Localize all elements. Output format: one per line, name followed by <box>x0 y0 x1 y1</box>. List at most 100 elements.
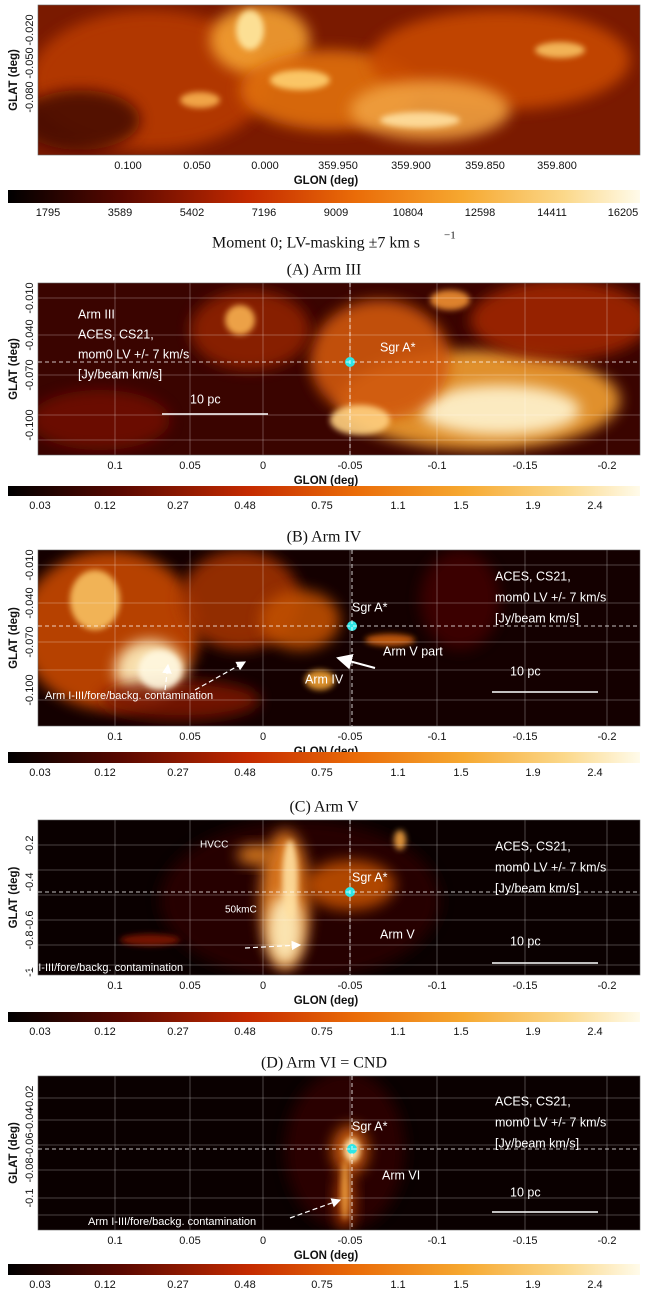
x-tick-label: 0.1 <box>107 731 122 743</box>
annotation: ACES, CS21, <box>495 1094 571 1108</box>
colorbar-tick-label: 0.12 <box>94 1279 115 1289</box>
x-tick-label: -0.2 <box>598 980 617 992</box>
annotation: Sgr A* <box>380 340 416 354</box>
x-tick-label: -0.2 <box>598 1235 617 1247</box>
colorbar-tick-label: 9009 <box>324 207 348 219</box>
x-tick-label: -0.1 <box>428 980 447 992</box>
colorbar-tick-label: 1.5 <box>453 767 468 779</box>
emission <box>38 90 140 150</box>
y-axis-label: GLAT (deg) <box>8 49 20 111</box>
annotation: ACES, CS21, <box>495 839 571 853</box>
colorbar-tick-label: 0.48 <box>234 1026 255 1038</box>
y-tick-label: -0.08 <box>24 1157 36 1182</box>
colorbar-tick-label: 0.27 <box>167 500 188 512</box>
annotation: Sgr A* <box>352 870 388 884</box>
y-tick-label: -0.020 <box>24 14 36 45</box>
y-tick-label: -0.040 <box>24 587 36 618</box>
annotation: 10 pc <box>510 934 541 948</box>
x-tick-label: 359.950 <box>318 160 358 172</box>
colorbar <box>8 190 640 203</box>
x-tick-label: -0.2 <box>598 460 617 472</box>
colorbar-tick-label: 0.12 <box>94 767 115 779</box>
y-tick-label: -0.080 <box>24 81 36 112</box>
colorbar-tick-label: 14411 <box>537 207 567 219</box>
annotation: HVCC <box>200 840 228 851</box>
x-tick-label: 0 <box>260 731 266 743</box>
colorbar-tick-label: 0.03 <box>29 767 50 779</box>
x-tick-label: 0.100 <box>114 160 142 172</box>
x-tick-label: -0.15 <box>512 1235 537 1247</box>
arrow <box>289 1198 342 1219</box>
colorbar-tick-label: 0.48 <box>234 500 255 512</box>
annotation: 10 pc <box>510 1185 541 1199</box>
annotation: Arm I-III/fore/backg. contamination <box>88 1216 256 1228</box>
colorbar-tick-label: 12598 <box>465 207 496 219</box>
emission <box>282 840 298 920</box>
map-image <box>38 1076 640 1230</box>
emission <box>341 1160 349 1220</box>
colorbar-tick-label: 0.48 <box>234 1279 255 1289</box>
colorbar-tick-label: 0.75 <box>311 500 332 512</box>
colorbar-tick-label: 0.03 <box>29 1026 50 1038</box>
annotation: ACES, CS21, <box>495 569 571 583</box>
x-tick-label: -0.05 <box>337 980 362 992</box>
x-tick-label: 0.050 <box>183 160 211 172</box>
y-tick-label: -0.6 <box>24 911 36 930</box>
annotation: mom0 LV +/- 7 km/s <box>495 590 606 604</box>
x-tick-label: 359.850 <box>465 160 505 172</box>
map-image <box>38 5 640 155</box>
colorbar-tick-label: 0.75 <box>311 1279 332 1289</box>
sgr-a-marker <box>347 621 357 631</box>
colorbar-tick-label: 1.9 <box>525 767 540 779</box>
colorbar-tick-label: 1795 <box>36 207 60 219</box>
map-frame <box>37 819 641 976</box>
y-tick-label: -0.010 <box>24 282 36 313</box>
x-axis-label: GLON (deg) <box>294 995 359 1007</box>
emission <box>138 650 182 690</box>
map-frame <box>37 282 641 456</box>
map-frame <box>37 1075 641 1231</box>
x-tick-label: 0.1 <box>107 460 122 472</box>
annotation: mom0 LV +/- 7 km/s <box>78 347 189 361</box>
annotation: 10 pc <box>510 664 541 678</box>
colorbar-tick-label: 0.75 <box>311 1026 332 1038</box>
x-tick-label: 0.05 <box>179 731 200 743</box>
emission <box>225 305 255 335</box>
annotation: [Jy/beam km/s] <box>78 367 162 381</box>
colorbar-tick-label: 1.1 <box>390 1279 405 1289</box>
annotation: Sgr A* <box>352 600 388 614</box>
map-image <box>38 820 640 975</box>
annotation: mom0 LV +/- 7 km/s <box>495 1115 606 1129</box>
colorbar-tick-label: 1.5 <box>453 1279 468 1289</box>
map-image <box>38 550 640 726</box>
colorbar-tick-label: 1.1 <box>390 500 405 512</box>
x-tick-label: -0.15 <box>512 460 537 472</box>
colorbar-tick-label: 1.9 <box>525 1279 540 1289</box>
annotation: mom0 LV +/- 7 km/s <box>495 860 606 874</box>
colorbar-tick-label: 0.27 <box>167 1279 188 1289</box>
arrow <box>194 661 247 691</box>
x-tick-label: 0 <box>260 460 266 472</box>
colorbar-tick-label: 2.4 <box>587 767 602 779</box>
x-tick-label: 0.05 <box>179 1235 200 1247</box>
annotation: Arm IV <box>305 672 344 686</box>
x-tick-label: -0.2 <box>598 731 617 743</box>
annotation: Arm V part <box>383 644 443 658</box>
colorbar-tick-label: 0.27 <box>167 767 188 779</box>
annotation: Arm V <box>380 927 415 941</box>
colorbar-tick-label: 2.4 <box>587 1026 602 1038</box>
colorbar-tick-label: 7196 <box>252 207 276 219</box>
annotation: [Jy/beam km/s] <box>495 611 579 625</box>
y-tick-label: -1 <box>24 967 36 977</box>
colorbar <box>8 752 640 763</box>
x-tick-label: 0.05 <box>179 980 200 992</box>
colorbar <box>8 1264 640 1275</box>
x-axis-label: GLON (deg) <box>294 475 359 487</box>
x-tick-label: 0.05 <box>179 460 200 472</box>
x-tick-label: 0 <box>260 1235 266 1247</box>
colorbar-tick-label: 0.03 <box>29 500 50 512</box>
x-tick-label: 0.000 <box>251 160 279 172</box>
emission <box>535 42 585 58</box>
colorbar-tick-label: 0.48 <box>234 767 255 779</box>
